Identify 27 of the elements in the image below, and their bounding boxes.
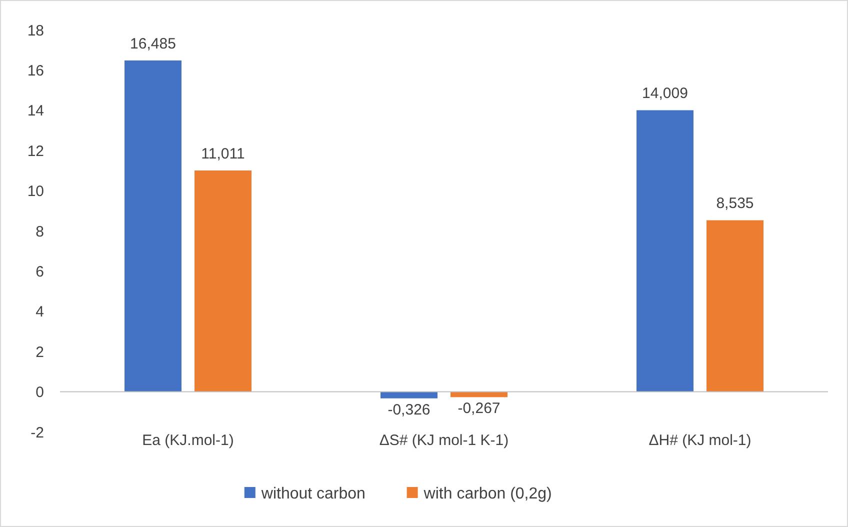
legend-label: without carbon (260, 486, 366, 503)
y-tick-label: 8 (36, 223, 44, 240)
data-label: 8,535 (716, 195, 754, 212)
x-tick-label: ΔS# (KJ mol-1 K-1) (379, 432, 509, 449)
y-tick-label: 14 (27, 102, 44, 120)
bar (194, 170, 252, 392)
y-tick-label: 6 (36, 263, 44, 280)
bar (706, 220, 764, 392)
legend-label: with carbon (0,2g) (422, 486, 552, 503)
y-tick-label: 0 (36, 384, 44, 402)
bar (636, 110, 694, 392)
bar (124, 60, 182, 392)
y-tick-label: 12 (27, 142, 44, 160)
y-tick-label: 16 (27, 62, 44, 80)
x-tick-label: ΔH# (KJ mol-1) (648, 432, 752, 449)
data-label: 11,011 (201, 145, 245, 162)
y-tick-label: 2 (36, 344, 44, 361)
data-label: 14,009 (642, 85, 688, 102)
y-tick-label: 4 (36, 304, 44, 321)
data-label: 16,485 (130, 35, 176, 52)
y-tick-label: -2 (30, 424, 44, 442)
data-label: -0,326 (388, 401, 430, 418)
bar (380, 392, 438, 398)
data-label: -0,267 (458, 400, 500, 418)
y-tick-label: 18 (27, 22, 44, 40)
x-tick-label: Ea (KJ.mol-1) (142, 432, 234, 449)
y-tick-label: 10 (27, 183, 44, 200)
